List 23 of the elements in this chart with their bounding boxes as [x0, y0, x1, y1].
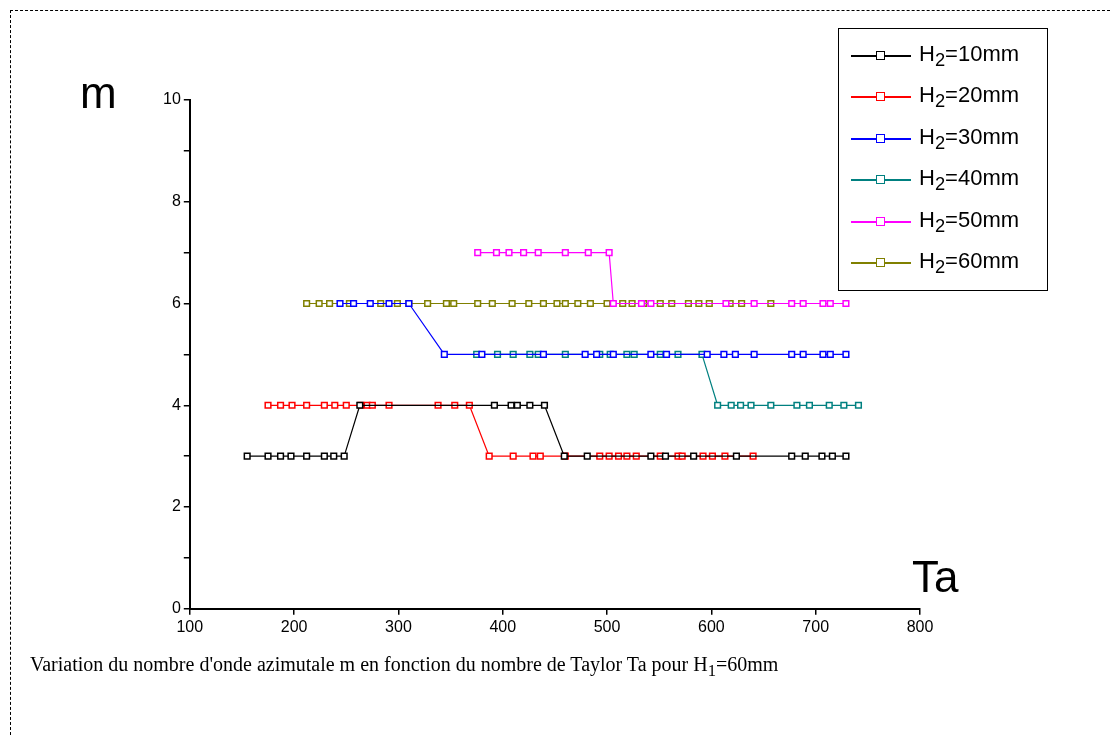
- y-tick-label: 2: [171, 497, 181, 515]
- x-tick-label: 100: [176, 617, 204, 635]
- x-tick-label: 700: [802, 617, 830, 635]
- y-tick-label: 8: [171, 192, 181, 210]
- y-tick-label: 4: [171, 395, 181, 413]
- x-tick-label: 400: [489, 617, 517, 635]
- x-tick-label: 800: [906, 617, 934, 635]
- y-tick-label: 0: [171, 599, 181, 617]
- x-tick-label: 600: [698, 617, 725, 635]
- legend-label: H$_{2}$=30mm: [919, 123, 1020, 154]
- x-tick-label: 500: [593, 617, 621, 635]
- y-tick-label: 10: [163, 90, 181, 108]
- x-tick-label: 200: [280, 617, 308, 635]
- y-axis-title: m: [80, 68, 117, 118]
- x-tick-label: 300: [385, 617, 412, 635]
- y-tick-label: 6: [171, 293, 181, 311]
- legend-label: H$_{2}$=10mm: [919, 40, 1020, 71]
- legend-label: H$_{2}$=50mm: [919, 206, 1020, 237]
- legend-label: H$_{2}$=40mm: [919, 165, 1020, 196]
- text: Variation du nombre d'onde azimutale m en fonction du nombre de Taylor Ta pour H$_{1}$=60mm: [30, 653, 779, 681]
- x-axis-title: Ta: [912, 552, 959, 602]
- legend-label: H$_{2}$=60mm: [919, 248, 1020, 279]
- legend-label: H$_{2}$=20mm: [919, 82, 1020, 113]
